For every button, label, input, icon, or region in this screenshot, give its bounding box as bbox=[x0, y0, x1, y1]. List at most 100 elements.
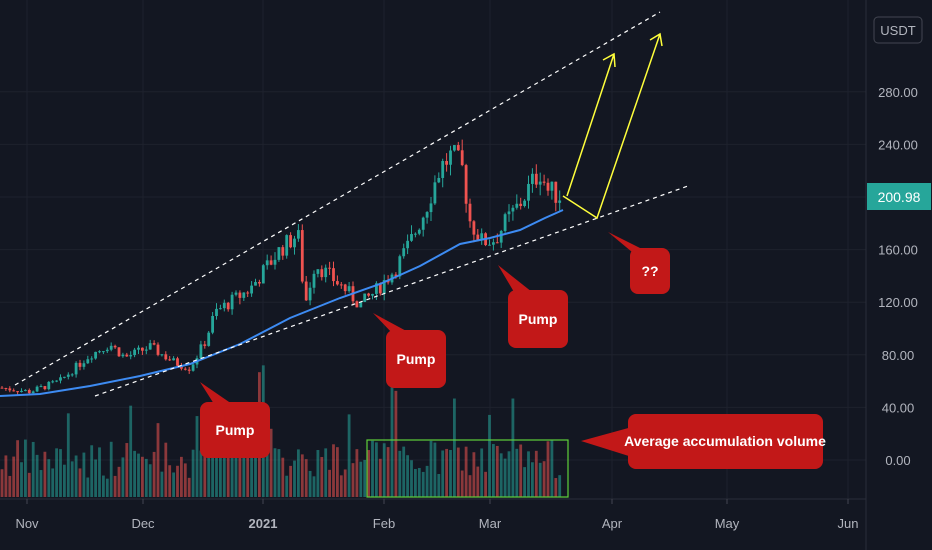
candle-body bbox=[472, 221, 476, 235]
candle-body bbox=[429, 203, 433, 213]
callout-tail bbox=[498, 265, 532, 292]
time-axis: Nov Dec 2021 Feb Mar Apr May Jun bbox=[15, 499, 858, 531]
volume-bar bbox=[441, 450, 445, 497]
candle-body bbox=[152, 343, 156, 345]
candle-body bbox=[238, 292, 242, 298]
candle-body bbox=[308, 287, 312, 301]
candle-body bbox=[398, 256, 402, 277]
candle-body bbox=[558, 200, 562, 203]
volume-bar bbox=[24, 439, 27, 497]
volume-bar bbox=[234, 444, 238, 497]
candle-body bbox=[211, 315, 214, 333]
volume-bar bbox=[437, 474, 441, 497]
volume-bar bbox=[105, 478, 109, 497]
candle-body bbox=[66, 374, 70, 377]
callout-label: Pump bbox=[216, 422, 255, 438]
volume-bar bbox=[534, 450, 538, 497]
time-tick-label: Feb bbox=[373, 516, 395, 531]
candle-body bbox=[219, 308, 222, 310]
volume-bar bbox=[519, 444, 523, 497]
volume-bar bbox=[0, 469, 4, 497]
volume-bar bbox=[141, 456, 144, 497]
candle-body bbox=[35, 386, 39, 392]
candle-body bbox=[156, 344, 160, 355]
volume-bar bbox=[332, 444, 335, 497]
volume-bar bbox=[156, 423, 160, 497]
candle-body bbox=[187, 369, 191, 371]
callout-label: Pump bbox=[519, 311, 558, 327]
volume-bar bbox=[211, 430, 214, 497]
candle-body bbox=[363, 293, 367, 302]
volume-bar bbox=[121, 457, 125, 497]
candle-body bbox=[499, 230, 503, 243]
candle-body bbox=[102, 351, 105, 353]
time-tick-label: Dec bbox=[131, 516, 155, 531]
volume-bar bbox=[222, 429, 226, 497]
candle-body bbox=[258, 282, 261, 284]
price-tick-label: 160.00 bbox=[878, 243, 918, 258]
volume-bar bbox=[109, 441, 113, 497]
volume-bar bbox=[137, 453, 140, 497]
candle-body bbox=[355, 301, 359, 308]
volume-bar bbox=[152, 451, 156, 497]
price-tick-label: 240.00 bbox=[878, 137, 918, 152]
candle-body bbox=[250, 285, 253, 294]
volume-bar bbox=[343, 469, 347, 497]
candle-body bbox=[406, 240, 409, 249]
volume-bar bbox=[74, 455, 78, 497]
candle-body bbox=[82, 363, 86, 367]
volume-bar bbox=[238, 421, 242, 497]
volume-bar bbox=[160, 471, 164, 497]
candle-body bbox=[300, 230, 304, 282]
candle-body bbox=[31, 391, 35, 394]
volume-bar bbox=[417, 467, 421, 497]
arrow-head-2 bbox=[649, 32, 663, 47]
candle-body bbox=[59, 377, 62, 381]
trend-channel bbox=[14, 11, 689, 397]
projection-arrow-1 bbox=[566, 53, 615, 197]
volume-bar bbox=[359, 461, 363, 497]
volume-bar bbox=[4, 455, 8, 497]
volume-bar bbox=[168, 465, 172, 497]
candle-body bbox=[12, 390, 16, 392]
currency-badge[interactable]: USDT bbox=[873, 16, 923, 44]
volume-bar bbox=[90, 445, 94, 497]
candle-body bbox=[519, 203, 523, 206]
candle-body bbox=[378, 283, 382, 294]
candle-body bbox=[538, 181, 542, 185]
candle-body bbox=[437, 177, 441, 183]
volume-bar bbox=[269, 428, 273, 497]
candle-body bbox=[316, 269, 320, 274]
volume-bar bbox=[425, 465, 429, 497]
candle-body bbox=[70, 374, 74, 376]
volume-bar bbox=[546, 441, 550, 497]
accumulation-volume-box bbox=[366, 439, 569, 498]
volume-bar bbox=[144, 458, 148, 497]
volume-bar bbox=[527, 451, 530, 497]
volume-bar bbox=[113, 475, 117, 497]
volume-bar bbox=[414, 468, 417, 497]
candle-body bbox=[515, 203, 519, 208]
time-tick-label: Apr bbox=[602, 516, 623, 531]
candle-body bbox=[281, 247, 285, 256]
price-axis-panel bbox=[866, 0, 932, 550]
volume-bar bbox=[82, 452, 86, 497]
candle-body bbox=[207, 332, 211, 346]
volume-bar bbox=[285, 475, 289, 497]
candle-body bbox=[414, 233, 417, 235]
candle-body bbox=[55, 380, 58, 382]
candle-body bbox=[105, 349, 109, 352]
volume-bar bbox=[230, 436, 234, 497]
candle-body bbox=[16, 391, 19, 393]
volume-bar bbox=[273, 448, 277, 497]
volume-bar bbox=[495, 445, 499, 497]
candle-body bbox=[534, 173, 538, 185]
volume-bar bbox=[328, 469, 331, 497]
candle-body bbox=[449, 150, 452, 165]
channel-lower-line bbox=[94, 185, 689, 397]
candle-body bbox=[289, 235, 292, 248]
volume-bar bbox=[324, 448, 328, 497]
candle-body bbox=[320, 269, 324, 278]
volume-bar bbox=[246, 431, 250, 497]
